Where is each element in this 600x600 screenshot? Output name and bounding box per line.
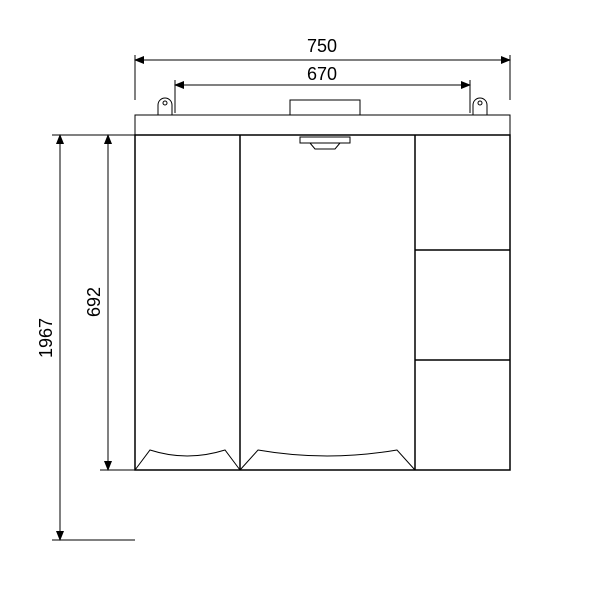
dim-label-692: 692: [84, 287, 104, 317]
dim-height-692: 692: [84, 135, 135, 470]
center-top-box: [290, 100, 360, 115]
dim-label-1967: 1967: [36, 318, 56, 358]
left-door-curve: [135, 450, 240, 470]
bracket-left: [158, 98, 172, 115]
tech-drawing: 750 670 692 1967: [0, 0, 600, 600]
bracket-right: [473, 98, 487, 115]
dim-label-670: 670: [307, 64, 337, 84]
top-strip: [135, 115, 510, 135]
dim-label-750: 750: [307, 36, 337, 56]
dim-height-1967: 1967: [36, 135, 135, 540]
dim-width-670: 670: [175, 64, 470, 113]
cabinet-outer: [135, 135, 510, 470]
center-notch: [300, 137, 350, 149]
mid-panel-curve: [240, 450, 415, 470]
